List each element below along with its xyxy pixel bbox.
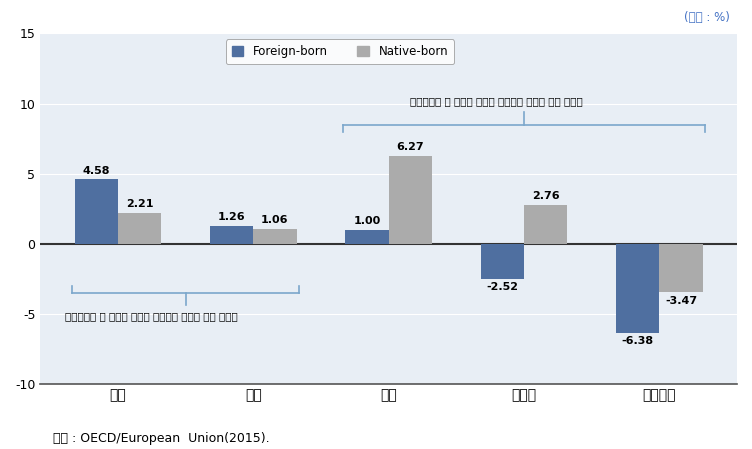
Bar: [118, 213, 161, 244]
Bar: [253, 229, 296, 244]
Bar: [74, 180, 118, 244]
Text: 자료 : OECD/European  Union(2015).: 자료 : OECD/European Union(2015).: [53, 431, 269, 445]
Text: 4.58: 4.58: [83, 166, 110, 176]
Legend: Foreign-born, Native-born: Foreign-born, Native-born: [226, 40, 454, 64]
Text: (단위 : %): (단위 : %): [684, 11, 729, 24]
Bar: [481, 244, 524, 279]
Text: 국내출생자 중 고기술 직종에 종사하는 비율이 더욱 증가함: 국내출생자 중 고기술 직종에 종사하는 비율이 더욱 증가함: [411, 97, 583, 106]
Bar: [524, 205, 567, 244]
Text: -6.38: -6.38: [622, 336, 653, 347]
Text: -2.52: -2.52: [487, 282, 518, 292]
Bar: [616, 244, 660, 333]
Bar: [389, 156, 432, 244]
Text: 1.00: 1.00: [353, 216, 381, 226]
Text: 2.76: 2.76: [532, 191, 559, 202]
Text: 2.21: 2.21: [126, 199, 153, 209]
Bar: [345, 229, 389, 244]
Bar: [210, 226, 253, 244]
Text: 1.26: 1.26: [218, 212, 245, 222]
Bar: [660, 244, 702, 292]
Text: -3.47: -3.47: [665, 296, 697, 306]
Text: 1.06: 1.06: [261, 215, 289, 225]
Text: 6.27: 6.27: [396, 142, 424, 152]
Text: 해외출생자 중 고기술 직종에 종사하는 비율이 더욱 증가함: 해외출생자 중 고기술 직종에 종사하는 비율이 더욱 증가함: [65, 311, 238, 321]
